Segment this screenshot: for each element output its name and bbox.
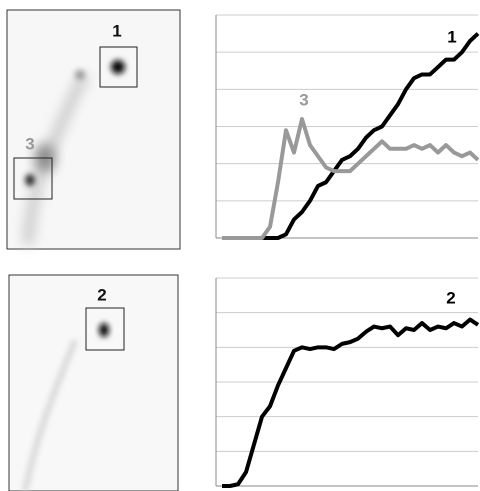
micrograph-bottom: 2: [9, 275, 178, 491]
series-label: 2: [446, 288, 455, 307]
box-label: 2: [97, 285, 106, 304]
series-label: 1: [447, 27, 456, 46]
box-label: 1: [112, 21, 121, 40]
series-line: [222, 119, 478, 238]
figure: 1 3 2 1 3 2: [0, 0, 480, 491]
micrograph-top: 1 3: [7, 10, 180, 249]
box-label: 3: [25, 134, 34, 153]
series-label: 3: [299, 90, 308, 109]
series-line: [222, 34, 478, 238]
series-line: [222, 320, 478, 486]
